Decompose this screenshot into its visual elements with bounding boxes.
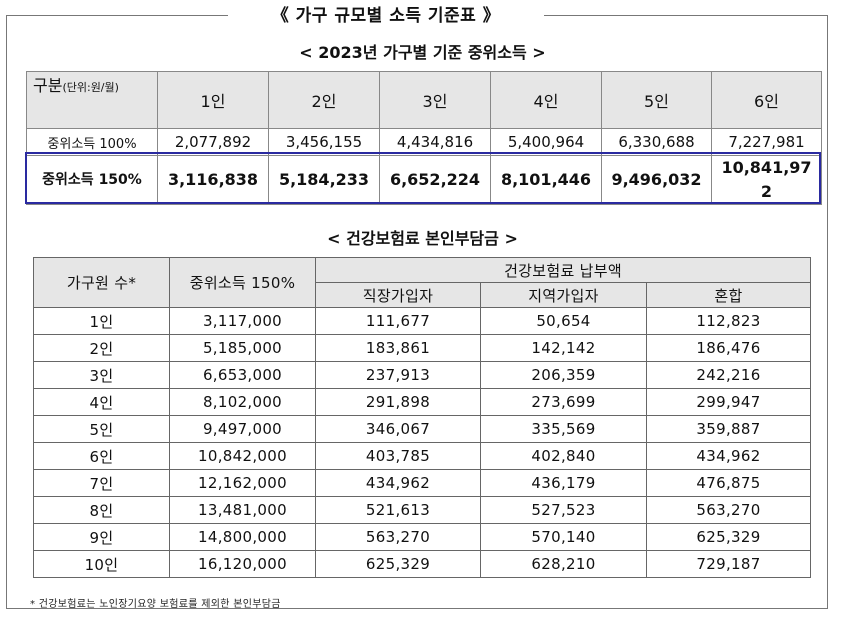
table-cell: 6,652,224 [379,155,491,205]
table-cell: 628,210 [480,550,647,578]
table-row: 9인 14,800,000 563,270 570,140 625,329 [33,523,811,551]
table-cell: 4,434,816 [379,128,491,156]
table-cell: 237,913 [315,361,481,389]
table-cell: 273,699 [480,388,647,416]
table-cell: 4인 [33,388,170,416]
table-row: 3인 6,653,000 237,913 206,359 242,216 [33,361,811,389]
table-cell: 402,840 [480,442,647,470]
table-cell: 10인 [33,550,170,578]
table-cell: 8인 [33,496,170,524]
table-cell: 346,067 [315,415,481,443]
table-row-highlighted: 중위소득 150% 3,116,838 5,184,233 6,652,224 … [26,155,822,205]
table-cell: 434,962 [315,469,481,497]
table-row: 2인 5,185,000 183,861 142,142 186,476 [33,334,811,362]
table-cell: 359,887 [646,415,811,443]
table-cell: 335,569 [480,415,647,443]
table-row: 중위소득 100% 2,077,892 3,456,155 4,434,816 … [26,128,822,156]
table-cell: 625,329 [646,523,811,551]
table-cell: 13,481,000 [169,496,316,524]
table-cell: 10,842,000 [169,442,316,470]
footnote: * 건강보험료는 노인장기요양 보험료를 제외한 본인부담금 [30,599,281,610]
median-income-table-title: < 2023년 가구별 기준 중위소득 > [299,43,546,62]
table-cell: 1인 [33,307,170,335]
regional-header: 지역가입자 [480,282,647,308]
table-cell: 9인 [33,523,170,551]
household-members-header: 가구원 수* [33,257,170,308]
household-size-header: 1인 [157,71,269,129]
table-cell: 112,823 [646,307,811,335]
row-label: 중위소득 100% [26,128,158,156]
table-row: 5인 9,497,000 346,067 335,569 359,887 [33,415,811,443]
table-cell: 142,142 [480,334,647,362]
table-cell: 476,875 [646,469,811,497]
table-cell: 434,962 [646,442,811,470]
row-label: 중위소득 150% [26,155,158,205]
table-cell: 6,653,000 [169,361,316,389]
table-cell: 186,476 [646,334,811,362]
table-cell: 729,187 [646,550,811,578]
table-cell: 12,162,000 [169,469,316,497]
table-cell: 2인 [33,334,170,362]
household-size-header: 5인 [601,71,712,129]
table-row: 7인 12,162,000 434,962 436,179 476,875 [33,469,811,497]
table-row: 10인 16,120,000 625,329 628,210 729,187 [33,550,811,578]
table-cell: 5인 [33,415,170,443]
table-cell: 5,400,964 [490,128,602,156]
table-cell: 5,185,000 [169,334,316,362]
table-cell: 6인 [33,442,170,470]
table-cell: 436,179 [480,469,647,497]
table-cell: 10,841,972 [711,155,822,205]
table-cell: 563,270 [315,523,481,551]
household-size-header: 6인 [711,71,822,129]
table-cell: 111,677 [315,307,481,335]
table-cell: 625,329 [315,550,481,578]
corner-header: 구분(단위:원/월) [26,71,158,129]
wrapped-value: 10,841,972 [721,158,812,201]
table-cell: 50,654 [480,307,647,335]
median-income-150-header: 중위소득 150% [169,257,316,308]
table-cell: 527,523 [480,496,647,524]
household-size-header: 2인 [268,71,380,129]
household-size-header: 4인 [490,71,602,129]
table-cell: 291,898 [315,388,481,416]
corner-unit: (단위:원/월) [62,81,119,94]
table-cell: 570,140 [480,523,647,551]
table-cell: 2,077,892 [157,128,269,156]
table-cell: 206,359 [480,361,647,389]
table-row: 4인 8,102,000 291,898 273,699 299,947 [33,388,811,416]
table-cell: 3,456,155 [268,128,380,156]
table-cell: 7인 [33,469,170,497]
table-cell: 183,861 [315,334,481,362]
table-cell: 5,184,233 [268,155,380,205]
table-cell: 3,117,000 [169,307,316,335]
table-row: 6인 10,842,000 403,785 402,840 434,962 [33,442,811,470]
main-title: 《 가구 규모별 소득 기준표 》 [228,5,544,27]
table-cell: 9,497,000 [169,415,316,443]
table-row: 8인 13,481,000 521,613 527,523 563,270 [33,496,811,524]
table-cell: 6,330,688 [601,128,712,156]
table-cell: 16,120,000 [169,550,316,578]
table-cell: 8,101,446 [490,155,602,205]
mixed-header: 혼합 [646,282,811,308]
household-size-header: 3인 [379,71,491,129]
table-cell: 242,216 [646,361,811,389]
corner-label: 구분 [33,76,63,95]
table-cell: 14,800,000 [169,523,316,551]
insurance-table-title: < 건강보험료 본인부담금 > [327,229,518,248]
table-cell: 299,947 [646,388,811,416]
table-cell: 8,102,000 [169,388,316,416]
table-row: 1인 3,117,000 111,677 50,654 112,823 [33,307,811,335]
employee-header: 직장가입자 [315,282,481,308]
table-cell: 3인 [33,361,170,389]
table-cell: 7,227,981 [711,128,822,156]
table-cell: 403,785 [315,442,481,470]
premium-group-header: 건강보험료 납부액 [315,257,811,283]
table-cell: 521,613 [315,496,481,524]
table-cell: 3,116,838 [157,155,269,205]
table-cell: 9,496,032 [601,155,712,205]
median-income-table: 구분(단위:원/월) 1인 2인 3인 4인 5인 6인 중위소득 100% 2… [26,71,822,205]
table-cell: 563,270 [646,496,811,524]
health-insurance-table: 가구원 수* 중위소득 150% 건강보험료 납부액 직장가입자 지역가입자 혼… [33,257,811,578]
